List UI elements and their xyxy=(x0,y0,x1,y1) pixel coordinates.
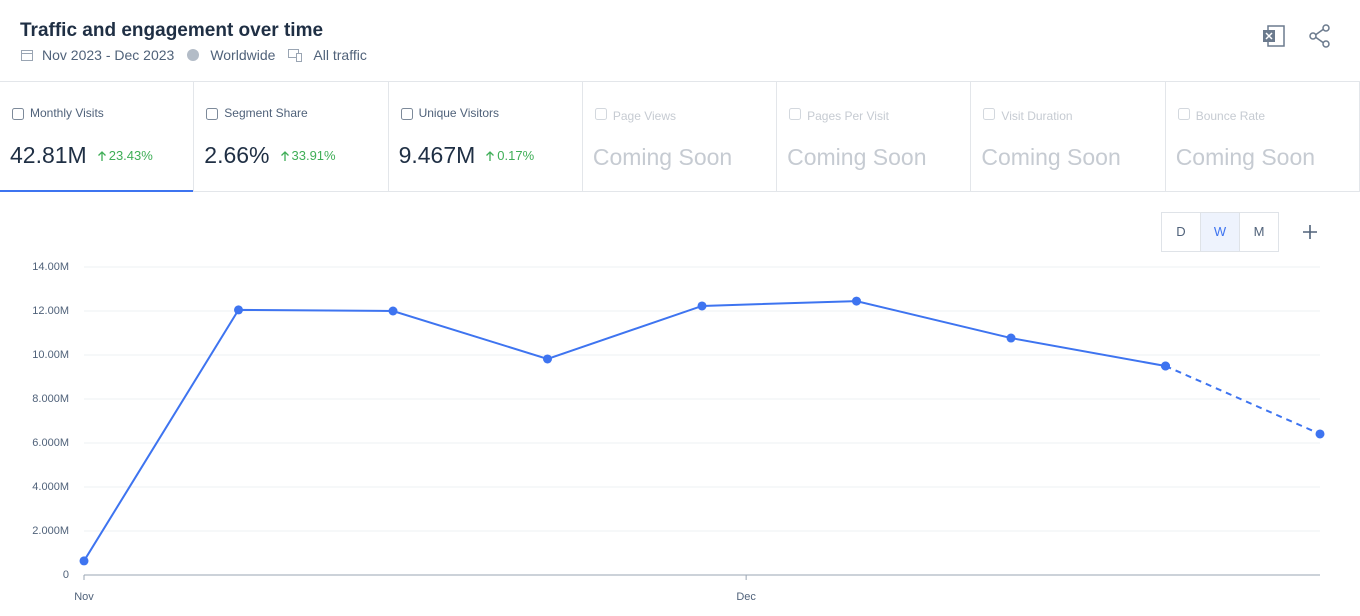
tab-icon xyxy=(12,108,24,120)
excel-button[interactable] xyxy=(1262,24,1286,48)
point xyxy=(543,354,552,364)
granularity-button[interactable]: W xyxy=(1201,213,1240,251)
y-tick-label: 14.00M xyxy=(32,261,69,273)
tab-label: Bounce Rate xyxy=(1195,109,1266,123)
y-tick-label: 0 xyxy=(63,569,69,581)
arrow-shape xyxy=(97,151,106,161)
x-tick-label: Dec xyxy=(736,591,756,603)
y-tick-label: 12.00M xyxy=(32,305,69,317)
granularity-button[interactable]: M xyxy=(1253,224,1265,239)
tab-label: Monthly Visits xyxy=(30,106,104,120)
header: Traffic and engagement over time Nov 202… xyxy=(0,0,1360,82)
granularity-button[interactable]: D xyxy=(1162,213,1201,251)
tab-label: Unique Visitors xyxy=(418,106,500,120)
tab-icon xyxy=(983,108,996,120)
icon-shape xyxy=(12,108,24,120)
y-tick-label: 4.000M xyxy=(32,481,69,493)
metric-tab[interactable]: Segment Share 2.66% 33.91% xyxy=(194,82,389,191)
arrow-shape xyxy=(486,151,495,161)
icon-shape xyxy=(789,108,802,120)
point xyxy=(1315,429,1325,439)
metric-tabs: Monthly Visits 42.81M 23.43% Segment Share 2… xyxy=(0,82,1360,192)
tab-label: Visit Duration xyxy=(1001,109,1073,123)
icon-shape xyxy=(983,108,996,120)
metric-tab[interactable]: Visit Duration Coming Soon xyxy=(971,82,1166,191)
add-button[interactable] xyxy=(1300,222,1320,242)
icon-shape xyxy=(400,108,413,120)
line xyxy=(83,300,1166,562)
tab-change: 33.91% xyxy=(291,148,336,163)
meta: Nov 2023 - Dec 2023 Worldwide All traffi… xyxy=(20,47,367,63)
point xyxy=(234,305,243,315)
metric-tab[interactable]: Monthly Visits 42.81M 23.43% xyxy=(0,82,195,192)
y-tick-label: 10.00M xyxy=(32,349,69,361)
metric-tab[interactable]: Unique Visitors 9.467M 0.17% xyxy=(389,82,583,191)
tab-icon xyxy=(1177,108,1190,120)
y-tick-label: 6.000M xyxy=(32,437,69,449)
tab-value: Coming Soon xyxy=(592,144,733,170)
globe-icon xyxy=(187,49,200,61)
tab-change: 23.43% xyxy=(108,148,153,163)
point xyxy=(1161,361,1170,371)
date-range: Nov 2023 - Dec 2023 xyxy=(42,47,175,63)
chart: 0 2.000M 4.000M 6.000M 8.000M 10.00M 12.00M 14.… xyxy=(32,261,1325,603)
tab-value: Coming Soon xyxy=(981,144,1121,170)
point xyxy=(79,556,89,566)
tab-value: 9.467M xyxy=(398,142,476,168)
up-arrow xyxy=(280,151,289,161)
y-tick-label: 2.000M xyxy=(32,525,69,537)
metric-tab[interactable]: Pages Per Visit Coming Soon xyxy=(777,82,972,191)
calendar-icon xyxy=(21,50,33,61)
point xyxy=(388,306,398,316)
title: Traffic and engagement over time xyxy=(20,20,324,41)
tab-label: Page Views xyxy=(612,109,676,123)
tab-icon xyxy=(206,108,219,120)
point xyxy=(697,301,707,311)
icon-shape xyxy=(206,108,219,120)
tab-icon xyxy=(594,108,607,120)
tab-icon xyxy=(400,108,413,120)
tab-icon xyxy=(789,108,802,120)
tab-value: 42.81M xyxy=(10,142,87,168)
metric-tab[interactable]: Bounce Rate Coming Soon xyxy=(1166,82,1360,191)
up-arrow xyxy=(486,151,495,161)
line xyxy=(1165,365,1321,435)
arrow-shape xyxy=(280,151,289,161)
icon-shape xyxy=(1177,108,1190,120)
icon-shape xyxy=(594,108,607,120)
region: Worldwide xyxy=(210,47,276,63)
metric-tab[interactable]: Page Views Coming Soon xyxy=(583,82,778,191)
tab-value: Coming Soon xyxy=(787,144,927,170)
tab-value: 2.66% xyxy=(204,142,270,168)
device-icon xyxy=(288,49,303,62)
point xyxy=(1006,333,1016,343)
y-tick-label: 8.000M xyxy=(32,393,69,405)
tab-label: Pages Per Visit xyxy=(807,109,889,123)
up-arrow xyxy=(97,151,106,161)
x-tick-label: Nov xyxy=(74,591,94,603)
point xyxy=(852,296,861,306)
tab-value: Coming Soon xyxy=(1175,144,1316,170)
tab-label: Segment Share xyxy=(224,106,308,120)
traffic: All traffic xyxy=(313,47,367,63)
share-button[interactable] xyxy=(1308,24,1332,48)
tab-change: 0.17% xyxy=(497,148,535,163)
